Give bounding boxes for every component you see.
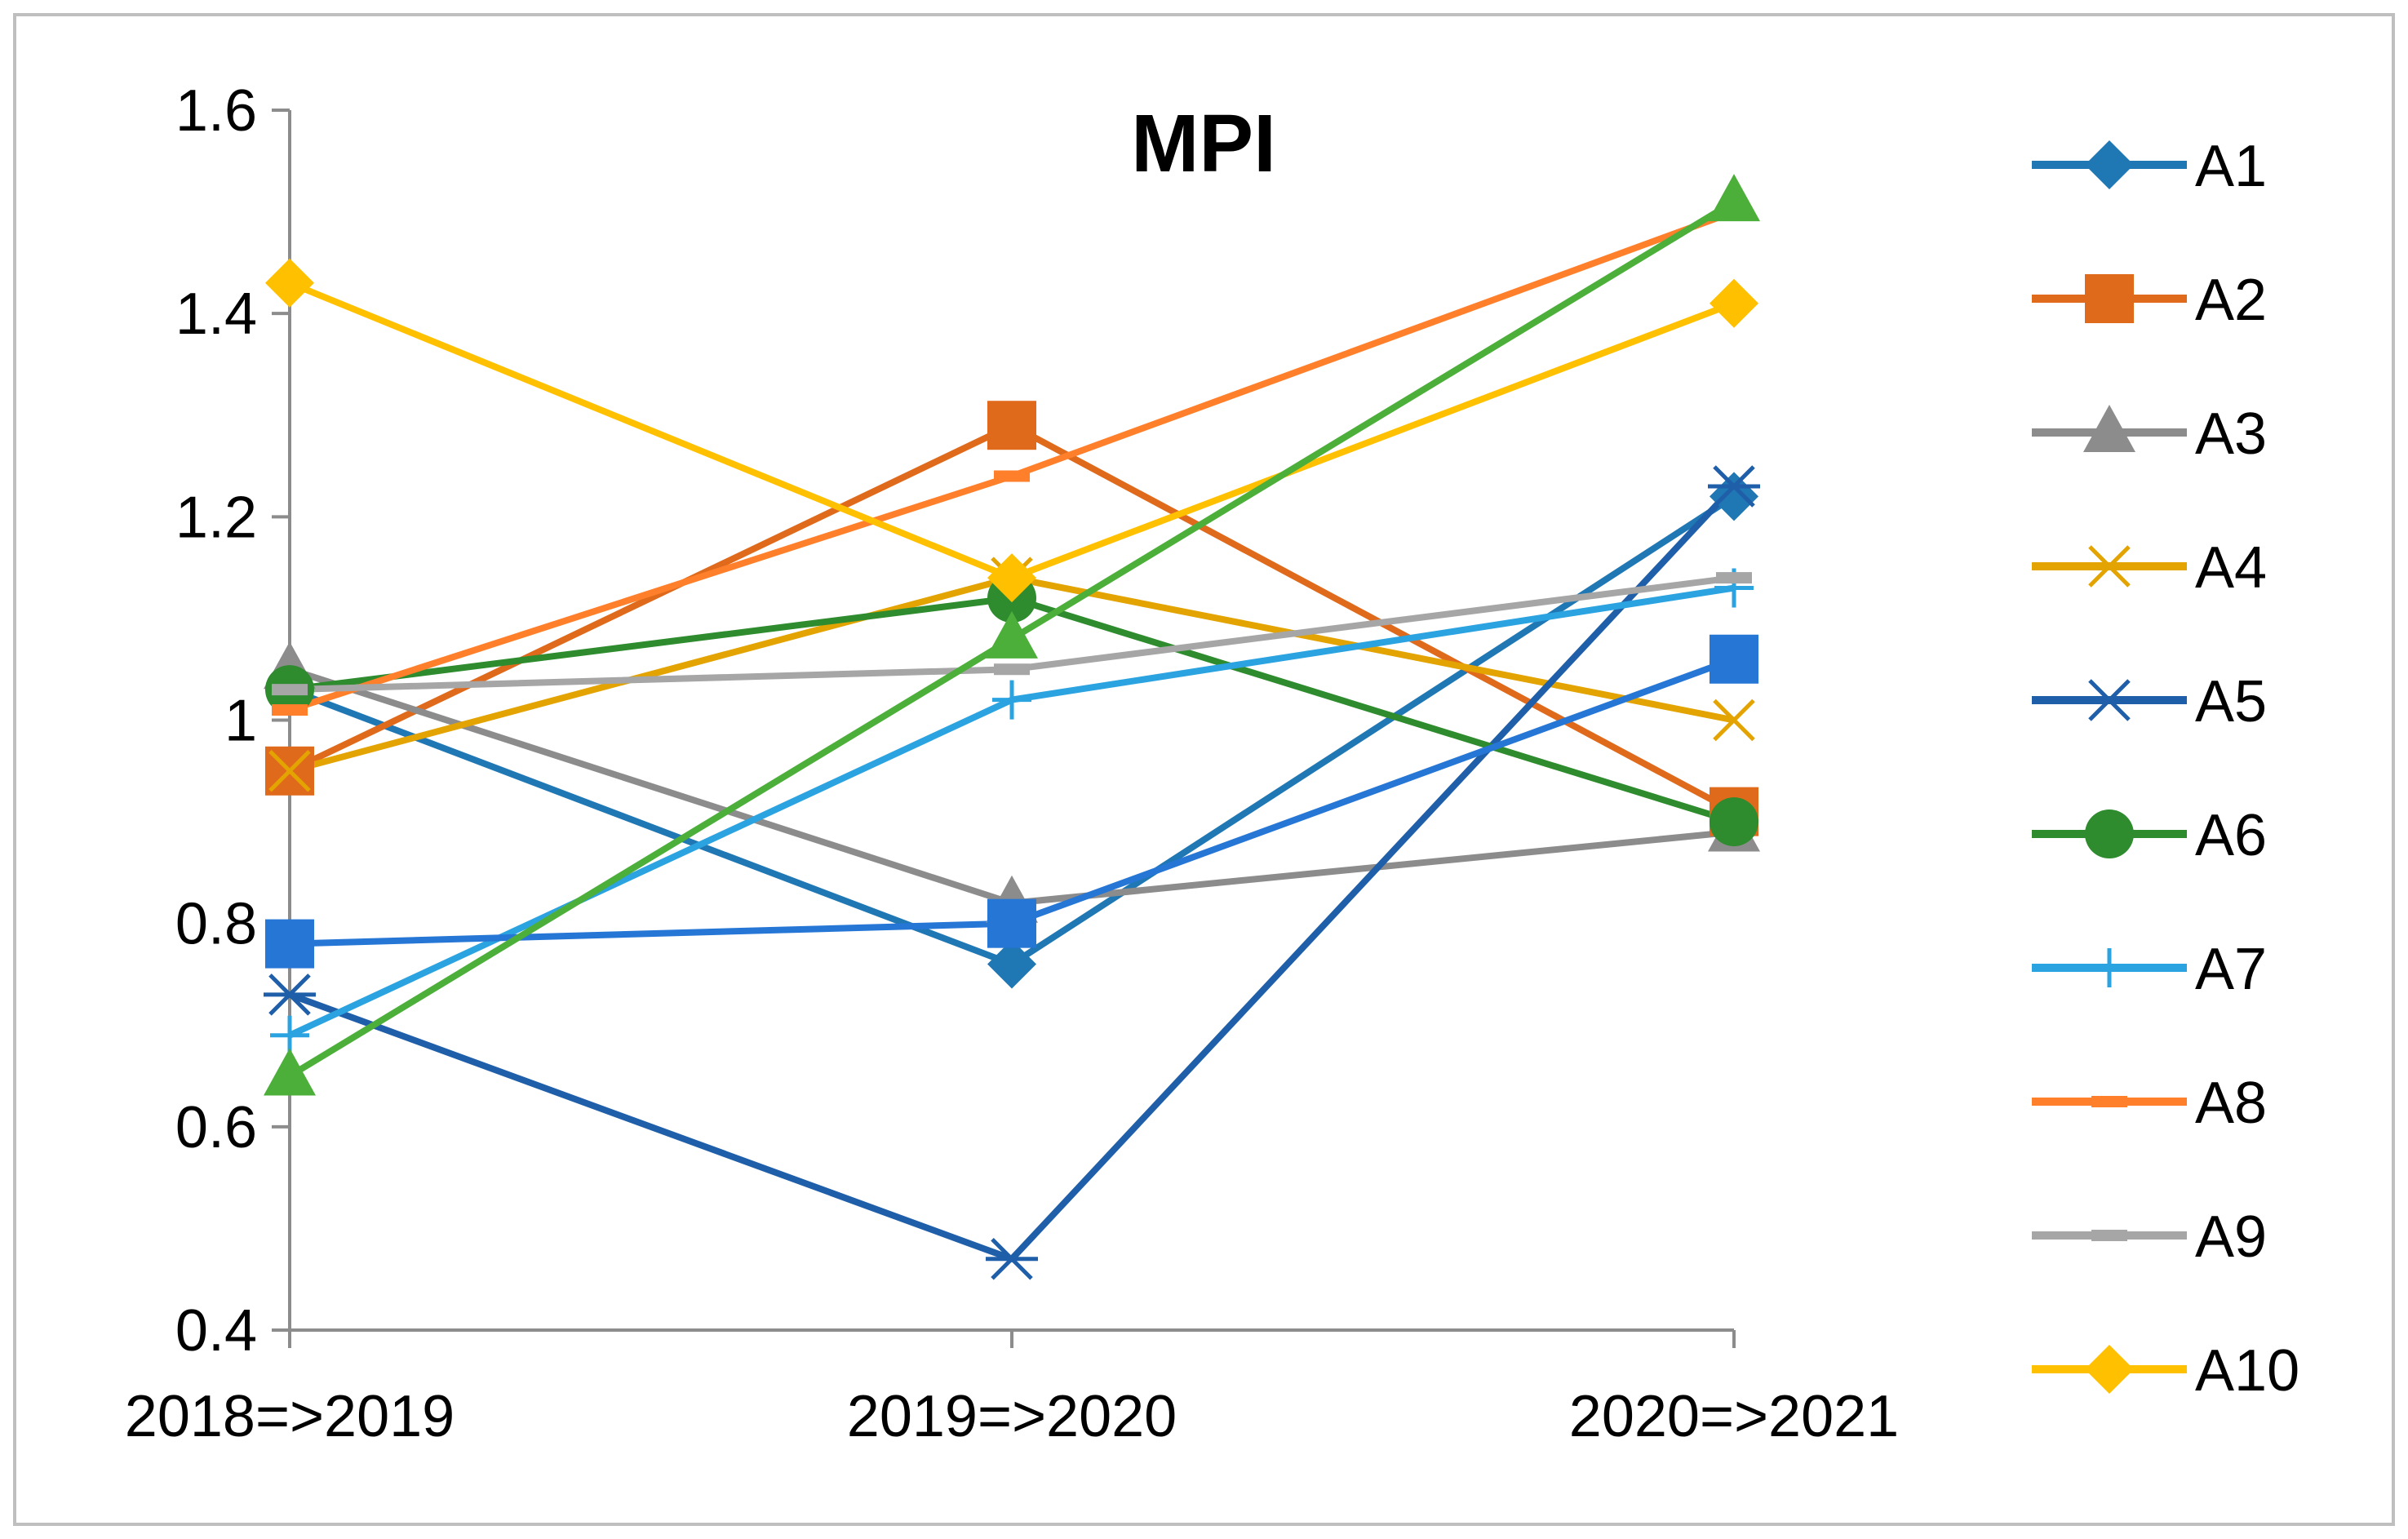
data-point-a5-1 — [986, 1238, 1038, 1280]
legend-marker-a3 — [2083, 405, 2135, 452]
data-point-a5-0 — [264, 974, 316, 1016]
data-point-a1-1 — [987, 939, 1036, 989]
legend-marker-a9 — [2091, 1230, 2127, 1241]
data-point-a9-0 — [272, 684, 308, 696]
data-point-a8-1 — [994, 470, 1030, 482]
y-tick-label: 1 — [224, 689, 257, 754]
legend: A1 A2 A3 A4 A5 A6 A7 A8 A9 A10 — [2032, 134, 2299, 1404]
legend-marker-a7 — [2090, 948, 2129, 987]
legend-marker-a1 — [2085, 140, 2134, 189]
data-point-a4-0 — [268, 750, 311, 792]
legend-label-a2: A2 — [2195, 268, 2267, 333]
y-tick-label: 0.8 — [175, 892, 257, 957]
legend-label-a9: A9 — [2195, 1204, 2267, 1270]
data-point-a10-0 — [265, 258, 314, 308]
legend-label-a10: A10 — [2195, 1338, 2299, 1404]
data-point-a8-0 — [272, 704, 308, 716]
data-point-a4-2 — [1713, 699, 1755, 742]
legend-marker-a5 — [2083, 679, 2135, 721]
legend-label-a7: A7 — [2195, 937, 2267, 1002]
legend-label-a6: A6 — [2195, 803, 2267, 868]
data-point-a5-2 — [1708, 465, 1760, 508]
legend-marker-a2 — [2085, 274, 2134, 323]
series-markers — [264, 174, 1760, 1280]
data-point-unlabeled-10-2 — [1710, 634, 1758, 684]
data-point-a10-2 — [1710, 278, 1758, 328]
legend-label-a5: A5 — [2195, 669, 2267, 734]
data-point-unlabeled-11-0 — [264, 1048, 316, 1096]
legend-marker-a10 — [2085, 1345, 2134, 1394]
legend-label-a4: A4 — [2195, 535, 2267, 601]
chart-title: MPI — [1131, 98, 1276, 189]
legend-marker-a4 — [2088, 545, 2131, 588]
data-point-unlabeled-10-1 — [987, 898, 1036, 948]
data-point-a6-2 — [1710, 797, 1758, 847]
legend-marker-a8 — [2091, 1096, 2127, 1107]
data-point-a7-1 — [992, 680, 1031, 720]
data-point-unlabeled-11-2 — [1708, 174, 1760, 222]
y-tick-label: 1.2 — [175, 485, 257, 550]
legend-marker-a6 — [2085, 809, 2134, 858]
data-point-a1-2 — [1710, 472, 1758, 521]
y-tick-label: 1.4 — [175, 282, 257, 347]
axes: 0.4 0.6 0.8 1 1.2 1.4 1.6 2018=>2019 2019=>2020 2… — [125, 78, 1899, 1449]
data-point-unlabeled-10-0 — [265, 919, 314, 969]
legend-label-a8: A8 — [2195, 1071, 2267, 1136]
data-point-a10-1 — [987, 553, 1036, 603]
y-tick-label: 0.6 — [175, 1095, 257, 1160]
data-point-a2-1 — [987, 401, 1036, 450]
x-tick-label: 2019=>2020 — [847, 1384, 1177, 1449]
legend-label-a3: A3 — [2195, 401, 2267, 467]
data-point-unlabeled-11-1 — [986, 610, 1038, 659]
data-point-a9-1 — [994, 663, 1030, 676]
y-tick-label: 1.6 — [175, 78, 257, 144]
legend-label-a1: A1 — [2195, 134, 2267, 199]
x-tick-label: 2018=>2019 — [125, 1384, 455, 1449]
y-tick-label: 0.4 — [175, 1298, 257, 1364]
data-point-a9-2 — [1716, 572, 1752, 584]
chart-border — [13, 13, 2395, 1526]
x-tick-label: 2020=>2021 — [1569, 1384, 1899, 1449]
